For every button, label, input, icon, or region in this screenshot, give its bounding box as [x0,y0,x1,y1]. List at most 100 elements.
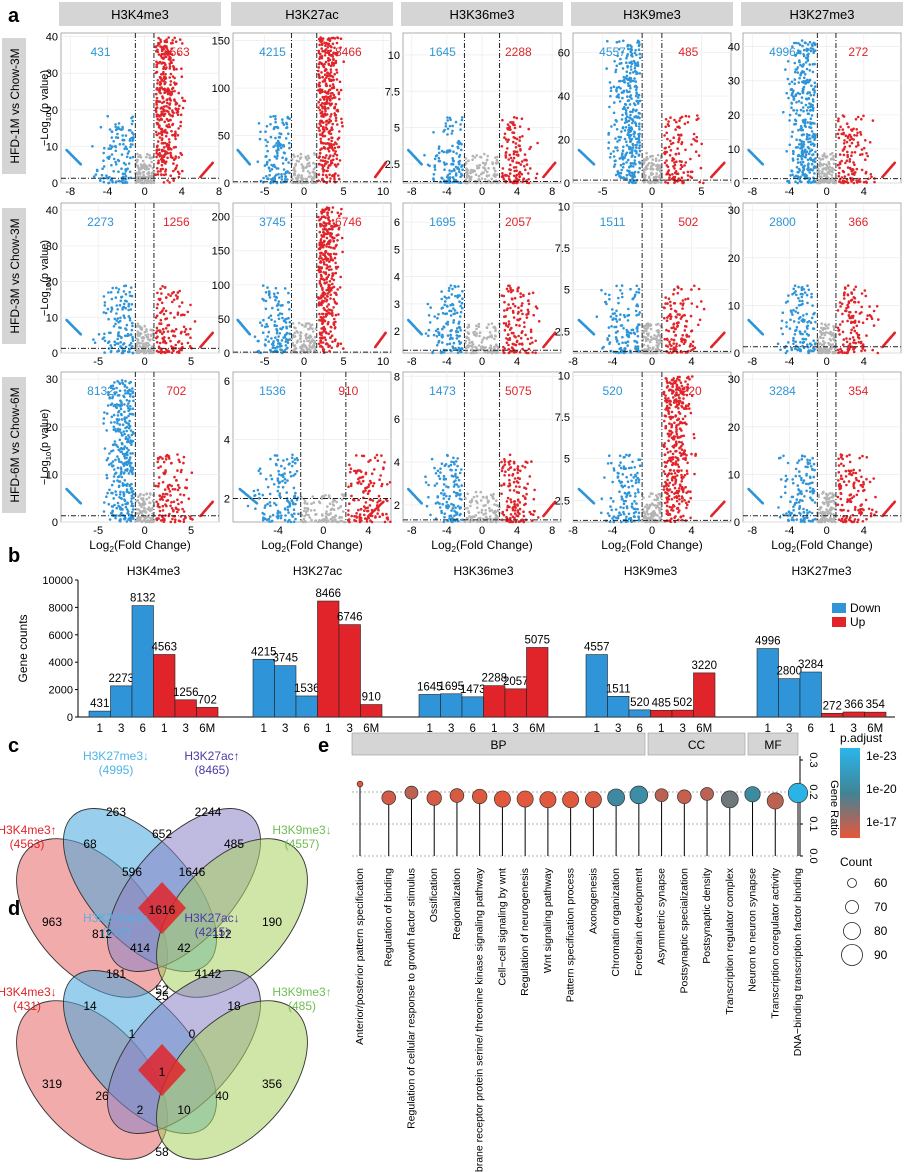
data-point [609,89,613,93]
data-point [626,158,630,162]
data-point [268,169,272,173]
data-point [320,47,324,50]
data-point [814,150,817,154]
data-point [635,53,638,57]
data-point [677,133,680,137]
data-point [169,311,172,315]
data-point [149,179,153,182]
data-point [460,301,464,305]
data-point [94,173,98,176]
data-point [170,90,174,93]
data-point [327,43,330,47]
data-point [444,125,448,128]
data-point [632,331,636,335]
data-point [818,169,821,173]
data-point [157,297,161,301]
data-point [836,132,840,136]
data-point [261,284,265,287]
data-point [284,175,288,178]
data-point [855,181,859,184]
data-point [437,151,441,155]
data-point [607,141,611,144]
data-point [686,170,690,174]
data-point [285,171,288,174]
data-point [114,322,117,326]
data-point [172,146,176,149]
data-point [121,308,124,311]
data-point [116,132,119,136]
data-point [512,140,515,144]
data-point [161,285,164,288]
data-point [501,174,505,177]
data-point [628,71,632,75]
data-point [329,99,332,102]
data-point [503,329,507,332]
data-point [793,78,797,81]
data-point [802,79,806,83]
data-point [126,152,130,155]
data-point [460,118,464,122]
data-point [324,142,328,145]
data-point [275,331,279,335]
y-tick-label: 40 [46,32,58,44]
x-tick-label: -8 [747,186,757,198]
data-point [168,65,172,68]
data-point [107,157,111,160]
data-point [155,65,158,69]
data-point [164,63,167,66]
data-point [329,177,332,180]
data-point [684,148,687,152]
data-point [189,303,192,307]
data-point [102,180,106,184]
data-point [321,159,325,162]
data-point [340,236,344,240]
data-point [319,119,322,123]
data-point [455,152,458,155]
data-point [861,153,864,156]
data-point [604,300,607,304]
data-point [607,334,611,338]
data-point [334,113,338,117]
data-point [110,163,113,167]
data-point [638,127,641,131]
data-point [107,291,110,294]
data-point [248,333,252,336]
data-point [423,153,426,157]
data-point [265,144,268,148]
data-point [794,119,798,123]
data-point [333,317,336,321]
data-point [451,302,454,306]
data-point [649,335,653,339]
data-point [855,167,859,171]
data-point [253,335,257,339]
data-point [125,323,129,327]
facet-strip-label: H3K27ac [285,7,339,22]
data-point [109,291,113,294]
data-point [124,345,128,349]
data-point [326,142,330,145]
up-count-label: 8466 [335,45,362,59]
data-point [325,331,328,335]
data-point [471,343,475,346]
data-point [457,162,461,166]
data-point [635,151,638,155]
data-point [281,156,284,159]
data-point [515,116,519,120]
data-point [177,127,180,130]
data-point [337,145,340,149]
data-point [629,68,633,71]
data-point [294,347,298,350]
data-point [813,62,816,66]
data-point [854,171,857,174]
data-point [520,342,524,346]
x-tick-label: 4 [514,186,520,198]
data-point [169,294,172,298]
data-point [809,93,813,97]
data-point [521,135,524,138]
data-point [285,347,288,350]
data-point [513,296,517,300]
data-point [115,127,119,131]
data-point [614,159,617,162]
data-point [288,141,291,145]
data-point [273,155,277,158]
